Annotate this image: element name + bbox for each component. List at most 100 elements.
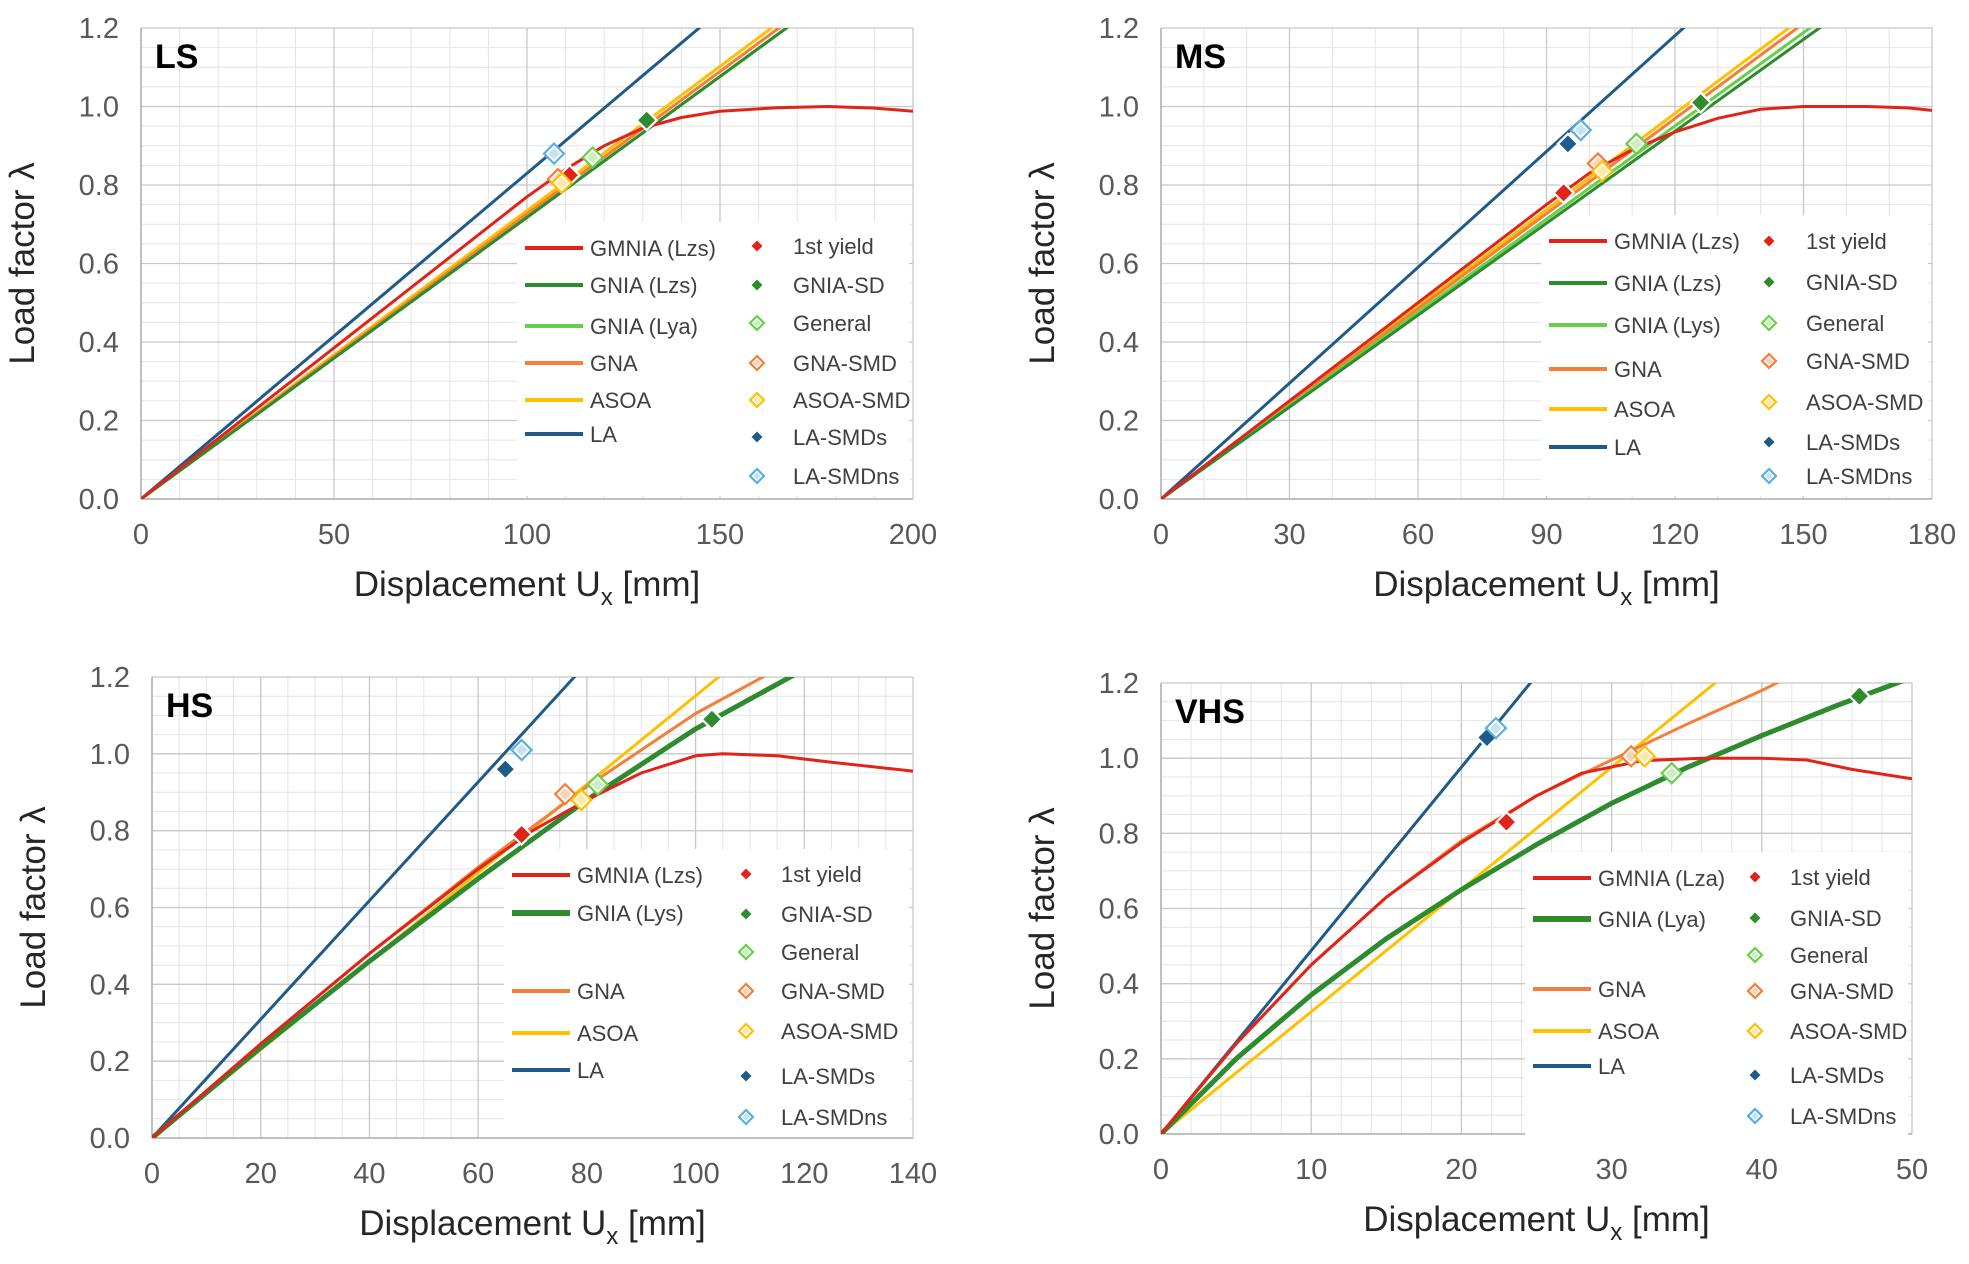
- y-tick-label: 1.0: [1099, 92, 1139, 124]
- legend-marker-fill: [742, 1027, 750, 1035]
- marker-1st-yield: [1494, 810, 1519, 834]
- legend-marker-label: General: [781, 940, 859, 965]
- legend-line-label: GNIA (Lzs): [1614, 271, 1722, 296]
- y-tick-label: 0.8: [90, 816, 130, 848]
- marker-1st-yield: [1552, 181, 1576, 205]
- legend-marker-gnia-sd: [1746, 909, 1764, 927]
- legend-marker-label: GNA-SMD: [1806, 349, 1910, 374]
- marker-fill-gna-smd: [1625, 750, 1638, 763]
- legend-marker-la-smdns: [737, 1108, 755, 1126]
- y-tick-label: 0.2: [1099, 406, 1139, 438]
- y-tick-label: 0.2: [1099, 1044, 1139, 1076]
- legend-marker-fill: [1751, 1027, 1759, 1035]
- x-axis-title: Displacement Ux [mm]: [1373, 565, 1720, 611]
- x-tick-label: 100: [671, 1158, 719, 1190]
- x-tick-label: 20: [1445, 1154, 1477, 1186]
- series-line-gmnia-lzs: [1161, 105, 1932, 499]
- marker-fill-la-smdns: [515, 743, 528, 756]
- series-line-la: [1161, 28, 1686, 499]
- series-line-gmnia-lzs: [152, 752, 913, 1138]
- legend-line-label: GMNIA (Lzs): [577, 863, 703, 888]
- legend-marker-fill: [1765, 319, 1773, 327]
- x-tick-label: 0: [144, 1158, 160, 1190]
- legend-marker-asoa-smd: [737, 1022, 755, 1040]
- y-tick-label: 0.0: [90, 1123, 130, 1155]
- legend-line-label: GMNIA (Lzs): [590, 236, 716, 261]
- series-line-gnia-lzs: [141, 28, 790, 499]
- marker-fill-la-smdns: [1574, 124, 1587, 137]
- x-tick-label: 140: [889, 1158, 937, 1190]
- x-axis-title: Displacement Ux [mm]: [359, 1204, 706, 1250]
- x-tick-label: 0: [1153, 519, 1169, 551]
- legend-marker-la-smdns: [1746, 1107, 1764, 1125]
- legend-line-label: GNIA (Lya): [590, 314, 698, 339]
- legend-box: [1541, 215, 1928, 496]
- marker-fill-general: [591, 778, 604, 791]
- y-tick-label: 0.4: [1099, 327, 1139, 359]
- marker-gna-smd: [553, 782, 577, 806]
- x-tick-label: 20: [245, 1158, 277, 1190]
- legend-marker-label: ASOA-SMD: [793, 388, 910, 413]
- marker-asoa-smd: [550, 171, 574, 195]
- series-markers: [542, 108, 659, 195]
- marker-asoa-smd: [1590, 159, 1614, 183]
- y-tick-label: 0.4: [79, 327, 119, 359]
- legend-marker-fill: [753, 319, 761, 327]
- series-line-la: [152, 677, 577, 1138]
- marker-general: [581, 145, 605, 170]
- legend-marker-asoa-smd: [748, 391, 766, 409]
- x-tick-label: 50: [318, 519, 350, 551]
- legend-marker-la-smds: [737, 1067, 755, 1085]
- x-tick-label: 40: [353, 1158, 385, 1190]
- legend-line-label: LA: [577, 1058, 604, 1083]
- series-line-gnia-lys: [152, 677, 796, 1138]
- x-tick-label: 150: [1779, 519, 1827, 551]
- legend-marker-label: 1st yield: [793, 234, 874, 259]
- x-tick-label: 100: [503, 519, 551, 551]
- legend-line-label: GNIA (Lzs): [590, 273, 698, 298]
- legend-marker-1st-yield: [1746, 868, 1764, 886]
- chart-panel-ms: 0 30 60 90 120 150 180 0.0 0.2 0.4 0.6 0.8 1.0 1.2 Dis…: [1023, 13, 1956, 611]
- marker-la-smds: [493, 757, 517, 781]
- legend-marker-label: LA-SMDns: [793, 464, 899, 489]
- marker-asoa-smd: [1633, 744, 1657, 768]
- legend-marker-fill: [1765, 357, 1773, 365]
- y-tick-label: 1.0: [1099, 743, 1139, 775]
- legend-marker-gnia-sd: [748, 276, 766, 294]
- legend-marker-label: LA-SMDs: [1806, 430, 1900, 455]
- y-tick-label: 0.6: [1099, 249, 1139, 281]
- legend-marker-label: GNA-SMD: [781, 979, 885, 1004]
- legend-marker-label: General: [1806, 311, 1884, 336]
- legend-marker-gnia-sd: [1760, 273, 1778, 291]
- legend-marker-label: 1st yield: [1806, 229, 1887, 254]
- marker-fill-asoa-smd: [1638, 750, 1651, 763]
- series-markers: [493, 707, 724, 847]
- panel-title: HS: [166, 687, 213, 725]
- chart-panel-vhs: 0 10 20 30 40 50 0.0 0.2 0.4 0.6 0.8 1.0 1.2 Displace…: [1023, 668, 1928, 1246]
- legend-marker-fill: [753, 472, 761, 480]
- legend-marker-asoa-smd: [1746, 1022, 1764, 1040]
- marker-fill-asoa-smd: [1596, 165, 1609, 178]
- y-tick-label: 1.2: [79, 13, 119, 45]
- marker-la-smdns: [1484, 716, 1508, 740]
- legend-marker-fill: [742, 987, 750, 995]
- y-tick-label: 0.0: [1099, 484, 1139, 516]
- legend-marker-gnia-sd: [737, 905, 755, 923]
- legend-marker-general: [1760, 314, 1778, 332]
- y-axis-title: Load factor λ: [1023, 807, 1062, 1010]
- chart-panel-hs: 0 20 40 60 80 100 120 140 0.0 0.2 0.4 0.6 0.8 1.0 1.2 D…: [14, 662, 937, 1250]
- marker-fill-la-smdns: [1489, 722, 1502, 735]
- legend-marker-label: GNIA-SD: [1790, 906, 1882, 931]
- y-tick-label: 1.2: [90, 662, 130, 694]
- legend-marker-label: LA-SMDns: [781, 1105, 887, 1130]
- legend: GMNIA (Lzs) GNIA (Lys) GNA ASOA LA 1st yield G…: [512, 862, 898, 1130]
- marker-fill-general: [1630, 137, 1643, 150]
- legend-marker-label: ASOA-SMD: [781, 1019, 898, 1044]
- x-tick-label: 180: [1908, 519, 1956, 551]
- legend-marker-general: [1746, 946, 1764, 964]
- y-tick-label: 0.0: [79, 484, 119, 516]
- y-tick-label: 0.8: [1099, 818, 1139, 850]
- legend-marker-fill: [742, 1113, 750, 1121]
